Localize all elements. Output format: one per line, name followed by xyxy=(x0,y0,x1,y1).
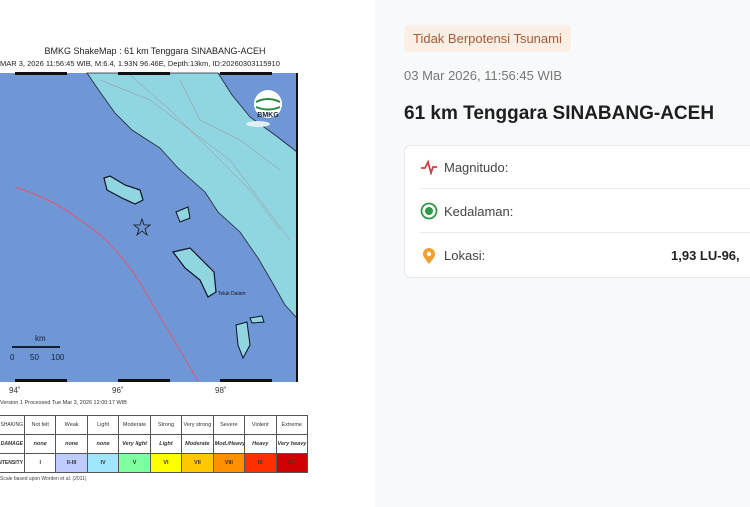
epicenter-star-icon xyxy=(132,217,152,237)
simeulue-island xyxy=(103,175,144,205)
banyak-island xyxy=(175,206,191,223)
svg-text:100: 100 xyxy=(51,353,65,362)
lon-label: 98˚ xyxy=(215,386,227,395)
pulse-icon xyxy=(419,157,439,177)
intensity-cell: VII xyxy=(181,453,214,473)
processed-note: Version 1 Processed Tue Mar 3, 2026 12:0… xyxy=(0,400,127,406)
intensity-cell: VI xyxy=(149,453,183,473)
map-pin-icon xyxy=(419,246,439,266)
tsunami-status-badge: Tidak Berpotensi Tsunami xyxy=(404,25,571,52)
intensity-cell: VIII xyxy=(212,453,246,473)
scale-unit: km xyxy=(35,334,46,343)
batu-island xyxy=(235,321,251,360)
nias-island xyxy=(171,247,217,298)
lon-label: 94˚ xyxy=(9,386,21,395)
detail-row-depth: Kedalaman: xyxy=(419,190,750,233)
shakemap-subtitle: MAR 3, 2026 11:56:45 WIB, M:6.4, 1.93N 9… xyxy=(0,59,280,68)
intensity-legend: PERCEIVED SHAKING Not feltWeakLightModer… xyxy=(0,415,308,473)
map-frame-ticks xyxy=(15,72,298,382)
bmkg-logo xyxy=(254,90,282,118)
detail-row-location: Lokasi: 1,93 LU-96, xyxy=(419,234,750,277)
intensity-cell: V xyxy=(118,453,151,473)
intensity-cell: I xyxy=(23,453,57,473)
shakemap-panel: BMKG ShakeMap : 61 km Tenggara SINABANG-… xyxy=(0,46,308,482)
scale-credit: Scale based upon Worden et al. (2011) xyxy=(0,476,87,482)
place-label: Teluk Dalam xyxy=(218,291,246,297)
intensity-cell: II-III xyxy=(55,453,88,473)
intensity-cell: X+ xyxy=(275,453,308,473)
shakemap-image: BMKG Teluk Dalam km 0 50 100 xyxy=(0,72,298,382)
shakemap-title: BMKG ShakeMap : 61 km Tenggara SINABANG-… xyxy=(44,46,266,56)
scale-bar xyxy=(12,346,60,348)
intensity-cell: IX xyxy=(244,453,277,473)
svg-text:50: 50 xyxy=(30,353,39,362)
sumatra-land xyxy=(86,72,298,320)
earthquake-info-panel: Tidak Berpotensi Tsunami 03 Mar 2026, 11… xyxy=(375,0,750,507)
subduction-trench xyxy=(14,186,199,382)
intensity-cell: IV xyxy=(86,453,120,473)
lon-label: 96˚ xyxy=(112,386,124,395)
roads xyxy=(99,74,291,241)
event-location-title: 61 km Tenggara SINABANG-ACEH xyxy=(404,103,715,124)
bmkg-logo-text: BMKG xyxy=(257,112,279,119)
target-icon xyxy=(419,201,439,221)
event-datetime: 03 Mar 2026, 11:56:45 WIB xyxy=(404,68,563,83)
event-details-card: Magnitudo: Kedalaman: Lokasi: 1,93 LU-96… xyxy=(404,145,750,278)
lake xyxy=(246,121,270,127)
svg-text:0: 0 xyxy=(10,353,15,362)
detail-row-magnitude: Magnitudo: xyxy=(419,146,750,189)
